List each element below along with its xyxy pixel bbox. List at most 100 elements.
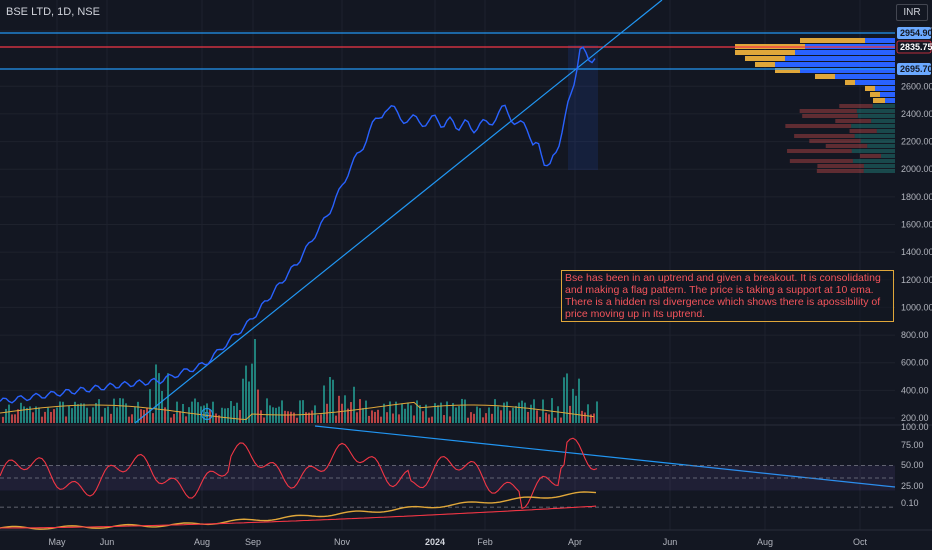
time-tick-label: Jun <box>100 537 115 547</box>
volume-bar <box>341 403 343 423</box>
volume-bar <box>161 390 163 423</box>
price-tick-label: 1200.00 <box>901 275 932 285</box>
volume-bar <box>551 398 553 423</box>
volume-bar <box>302 400 304 423</box>
axes: 3000.002600.002400.002200.002000.001800.… <box>48 26 932 547</box>
volume-bar <box>230 401 232 423</box>
volume-bar <box>596 401 598 423</box>
volume-bar <box>476 406 478 423</box>
volume-bar <box>371 410 373 423</box>
volume-profile-bar <box>745 56 785 61</box>
annotation-note[interactable]: Bse has been in an uptrend and given a b… <box>561 270 894 322</box>
volume-bar <box>383 403 385 423</box>
price-tick-label: 1600.00 <box>901 220 932 230</box>
volume-bar <box>503 402 505 423</box>
volume-bar <box>293 412 295 423</box>
volume-bar <box>107 406 109 423</box>
volume-bar <box>2 416 4 423</box>
volume-profile-bar <box>775 68 800 73</box>
volume-bar <box>23 406 25 423</box>
volume-bar <box>296 417 298 423</box>
volume-bar <box>398 414 400 423</box>
price-tick-label: 2400.00 <box>901 109 932 119</box>
volume-bar <box>56 407 58 423</box>
volume-bar <box>269 405 271 423</box>
volume-bar <box>404 408 406 423</box>
volume-bar <box>482 417 484 423</box>
volume-bar <box>26 407 28 423</box>
volume-bar <box>242 378 244 423</box>
price-badge: 2954.90 <box>897 27 932 39</box>
volume-bar <box>227 408 229 423</box>
volume-bar <box>182 403 184 423</box>
volume-bar <box>113 398 115 423</box>
volume-profile-bar <box>863 164 895 168</box>
volume-bar <box>284 410 286 423</box>
volume-profile-bar <box>881 154 895 158</box>
volume-bar <box>353 386 355 423</box>
volume-bar <box>20 402 22 423</box>
volume-bar <box>62 401 64 423</box>
volume-bar <box>194 398 196 423</box>
volume-bar <box>593 413 595 423</box>
volume-profile-bar <box>755 62 775 67</box>
price-badge: 2835.75 <box>896 40 932 54</box>
volume-bar <box>464 399 466 423</box>
volume-profile-bar <box>856 109 895 113</box>
volume-bar <box>59 401 61 423</box>
volume-bar <box>50 411 52 423</box>
dividend-marker-label: D <box>204 412 209 419</box>
volume-bar <box>92 407 94 423</box>
symbol-title: BSE LTD, 1D, NSE <box>6 6 100 18</box>
volume-bar <box>71 408 73 423</box>
volume-bar <box>212 401 214 423</box>
volume-bar <box>164 407 166 423</box>
price-tick-label: 2200.00 <box>901 137 932 147</box>
volume-bar <box>524 402 526 423</box>
volume-bar <box>332 379 334 423</box>
volume-profile-bar <box>849 129 877 133</box>
rsi-tick-label: 75.00 <box>901 440 924 450</box>
volume-bar <box>581 410 583 423</box>
volume-profile-bar <box>855 80 895 85</box>
volume-bar <box>218 415 220 423</box>
volume-bar <box>413 415 415 423</box>
volume-bar <box>473 413 475 423</box>
volume-bar <box>446 401 448 423</box>
volume-bar <box>554 417 556 423</box>
volume-profile-bar <box>872 104 895 108</box>
volume-bar <box>575 395 577 423</box>
price-tick-label: 1800.00 <box>901 192 932 202</box>
price-badge-label: 2835.75 <box>900 42 932 52</box>
volume-bar <box>179 411 181 423</box>
price-badge-bg <box>897 63 931 75</box>
volume-profile-bar <box>799 109 857 113</box>
volume-bar <box>437 405 439 423</box>
volume-bar <box>68 405 70 423</box>
volume-profile-bar <box>795 50 895 55</box>
volume-profile-bar <box>809 139 861 143</box>
volume-bar <box>380 416 382 423</box>
volume-profile-bar <box>870 92 880 97</box>
volume-bar <box>416 400 418 423</box>
volume-bar <box>563 377 565 423</box>
volume-bar <box>374 411 376 423</box>
volume-bar <box>74 401 76 423</box>
volume-bar <box>578 378 580 423</box>
volume-bar <box>434 403 436 423</box>
volume-bar <box>140 409 142 423</box>
volume-bar <box>557 406 559 423</box>
volume-bar <box>401 403 403 423</box>
volume-bar <box>188 407 190 423</box>
rsi-line <box>0 437 598 510</box>
volume-bar <box>65 416 67 423</box>
price-tick-label: 1000.00 <box>901 302 932 312</box>
price-tick-label: 400.00 <box>901 385 929 395</box>
volume-profile-bar <box>800 68 895 73</box>
volume-bar <box>410 405 412 423</box>
volume-bar <box>110 413 112 423</box>
currency-button[interactable]: INR <box>896 4 928 21</box>
volume-bar <box>467 417 469 423</box>
volume-bar <box>197 402 199 423</box>
